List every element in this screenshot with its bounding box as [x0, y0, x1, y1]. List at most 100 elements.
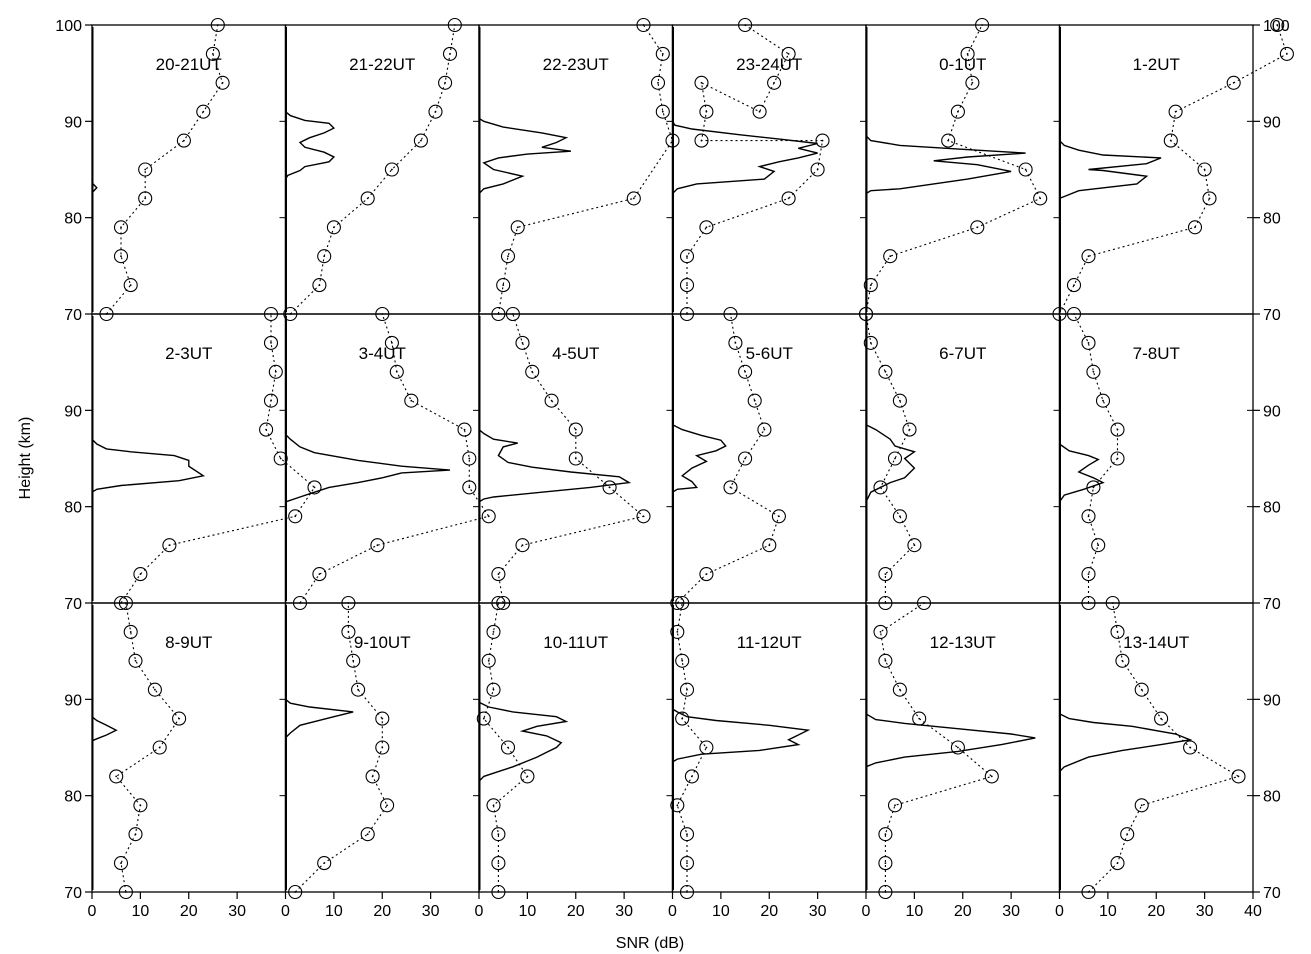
data-point-marker [428, 104, 443, 119]
data-point-marker [1120, 827, 1135, 842]
data-point-center [168, 544, 171, 547]
data-point-center [1092, 370, 1095, 373]
data-point-marker [902, 422, 917, 437]
data-point-marker [699, 220, 714, 235]
data-point-center [216, 24, 219, 26]
solid-profile-line [284, 111, 336, 180]
data-point-center [918, 717, 921, 720]
panel-time-label: 20-21UT [156, 55, 222, 74]
y-tick-label-right: 80 [1263, 500, 1281, 517]
x-tick-label: 20 [760, 903, 778, 920]
data-point-center [550, 399, 553, 402]
panel: 20-21UT [91, 17, 287, 322]
x-tick-label: 20 [180, 903, 198, 920]
data-point-center [661, 53, 664, 55]
data-point-center [778, 515, 780, 518]
data-point-marker [1163, 133, 1178, 148]
data-point-marker [950, 740, 965, 755]
panel-time-label: 7-8UT [1133, 344, 1180, 363]
data-point-marker [970, 220, 985, 235]
data-point-center [787, 197, 790, 200]
solid-profile-line [672, 424, 727, 493]
data-point-center [1232, 81, 1235, 84]
panel-time-label: 6-7UT [939, 344, 986, 363]
data-point-marker [1168, 104, 1183, 119]
data-point-marker [941, 133, 956, 148]
data-point-marker [694, 133, 709, 148]
data-point-marker [263, 393, 279, 408]
data-point-marker [288, 884, 303, 900]
data-point-center [899, 688, 901, 691]
data-point-center [1237, 775, 1240, 778]
data-point-center [700, 81, 703, 84]
data-point-center [884, 573, 887, 575]
data-point-center [787, 53, 790, 55]
data-point-marker [215, 75, 230, 90]
solid-profile-line [91, 716, 118, 742]
data-point-marker [863, 278, 878, 293]
data-point-center [686, 833, 688, 836]
panel: 1-2UT [1052, 17, 1294, 322]
data-point-center [686, 891, 688, 893]
data-point-center [1102, 399, 1104, 402]
panel-time-label: 23-24UT [736, 55, 802, 74]
data-point-marker [505, 306, 520, 322]
data-point-center [125, 602, 127, 604]
data-point-marker [457, 422, 472, 437]
data-point-marker [757, 422, 772, 437]
data-point-center [487, 659, 490, 662]
data-point-marker [679, 249, 695, 264]
y-tick-label: 90 [64, 114, 82, 131]
data-point-center [221, 81, 224, 84]
data-point-marker [273, 451, 288, 466]
data-point-marker [176, 133, 191, 148]
panel-time-label: 9-10UT [354, 633, 411, 652]
data-point-center [947, 139, 950, 142]
data-point-marker [694, 75, 709, 90]
panel-time-label: 8-9UT [165, 633, 212, 652]
data-point-marker [636, 509, 651, 524]
data-point-marker [520, 769, 535, 784]
data-point-center [323, 862, 326, 864]
data-point-marker [723, 306, 738, 322]
data-point-center [453, 24, 456, 26]
dotted-profile-line [676, 313, 780, 604]
data-point-center [981, 24, 983, 26]
data-point-center [381, 746, 384, 749]
data-point-marker [699, 104, 714, 119]
data-point-center [158, 746, 161, 749]
data-point-marker [655, 104, 670, 119]
data-point-marker [1231, 769, 1246, 784]
data-point-marker [462, 480, 477, 495]
data-point-marker [887, 451, 903, 466]
data-point-center [705, 573, 708, 575]
solid-profile-line [1059, 140, 1162, 200]
data-point-center [507, 255, 509, 258]
data-point-marker [138, 191, 153, 206]
data-point-center [444, 81, 446, 84]
x-tick-label: 20 [567, 903, 585, 920]
data-point-marker [1095, 393, 1111, 408]
data-point-center [531, 370, 534, 373]
data-point-center [1160, 717, 1162, 720]
data-point-center [468, 486, 471, 489]
data-point-marker [205, 46, 220, 61]
data-point-center [976, 226, 979, 229]
data-point-center [753, 399, 756, 402]
data-point-marker [767, 75, 782, 90]
data-point-center [1121, 659, 1124, 662]
data-point-center [366, 833, 369, 836]
data-point-marker [491, 595, 506, 611]
panel-time-label: 4-5UT [552, 344, 599, 363]
panel: 7-8UT [1058, 306, 1254, 611]
data-point-marker [873, 624, 888, 639]
data-point-center [129, 631, 132, 633]
data-point-center [700, 139, 703, 142]
data-point-center [521, 342, 524, 344]
data-point-center [115, 775, 118, 778]
data-point-center [908, 428, 911, 431]
panel: 5-6UT [670, 306, 867, 611]
data-point-center [212, 53, 214, 55]
data-point-marker [771, 509, 786, 524]
panel: 8-9UT [91, 595, 287, 900]
